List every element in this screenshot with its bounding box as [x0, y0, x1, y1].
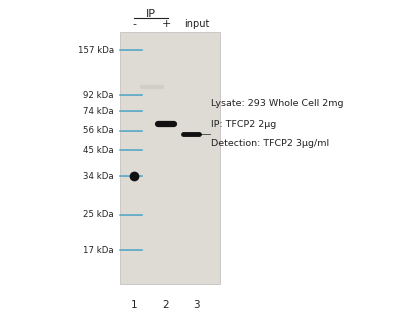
Text: 92 kDa: 92 kDa: [84, 91, 114, 100]
Text: 25 kDa: 25 kDa: [83, 210, 114, 219]
Text: +: +: [161, 19, 171, 29]
Text: 1: 1: [131, 300, 137, 310]
Text: -: -: [132, 19, 136, 29]
Text: input: input: [184, 19, 209, 29]
Text: 56 kDa: 56 kDa: [83, 126, 114, 135]
Text: IP: IP: [146, 9, 156, 18]
Text: 34 kDa: 34 kDa: [83, 172, 114, 181]
Text: Detection: TFCP2 3μg/ml: Detection: TFCP2 3μg/ml: [211, 139, 329, 148]
Text: 17 kDa: 17 kDa: [83, 246, 114, 255]
Text: 45 kDa: 45 kDa: [83, 146, 114, 155]
Bar: [120, 32, 220, 284]
Text: 3: 3: [193, 300, 199, 310]
Text: 2: 2: [163, 300, 169, 310]
Text: Lysate: 293 Whole Cell 2mg: Lysate: 293 Whole Cell 2mg: [211, 99, 344, 108]
Text: IP: TFCP2 2μg: IP: TFCP2 2μg: [211, 120, 276, 129]
Text: 157 kDa: 157 kDa: [78, 46, 114, 55]
Text: 74 kDa: 74 kDa: [83, 107, 114, 116]
